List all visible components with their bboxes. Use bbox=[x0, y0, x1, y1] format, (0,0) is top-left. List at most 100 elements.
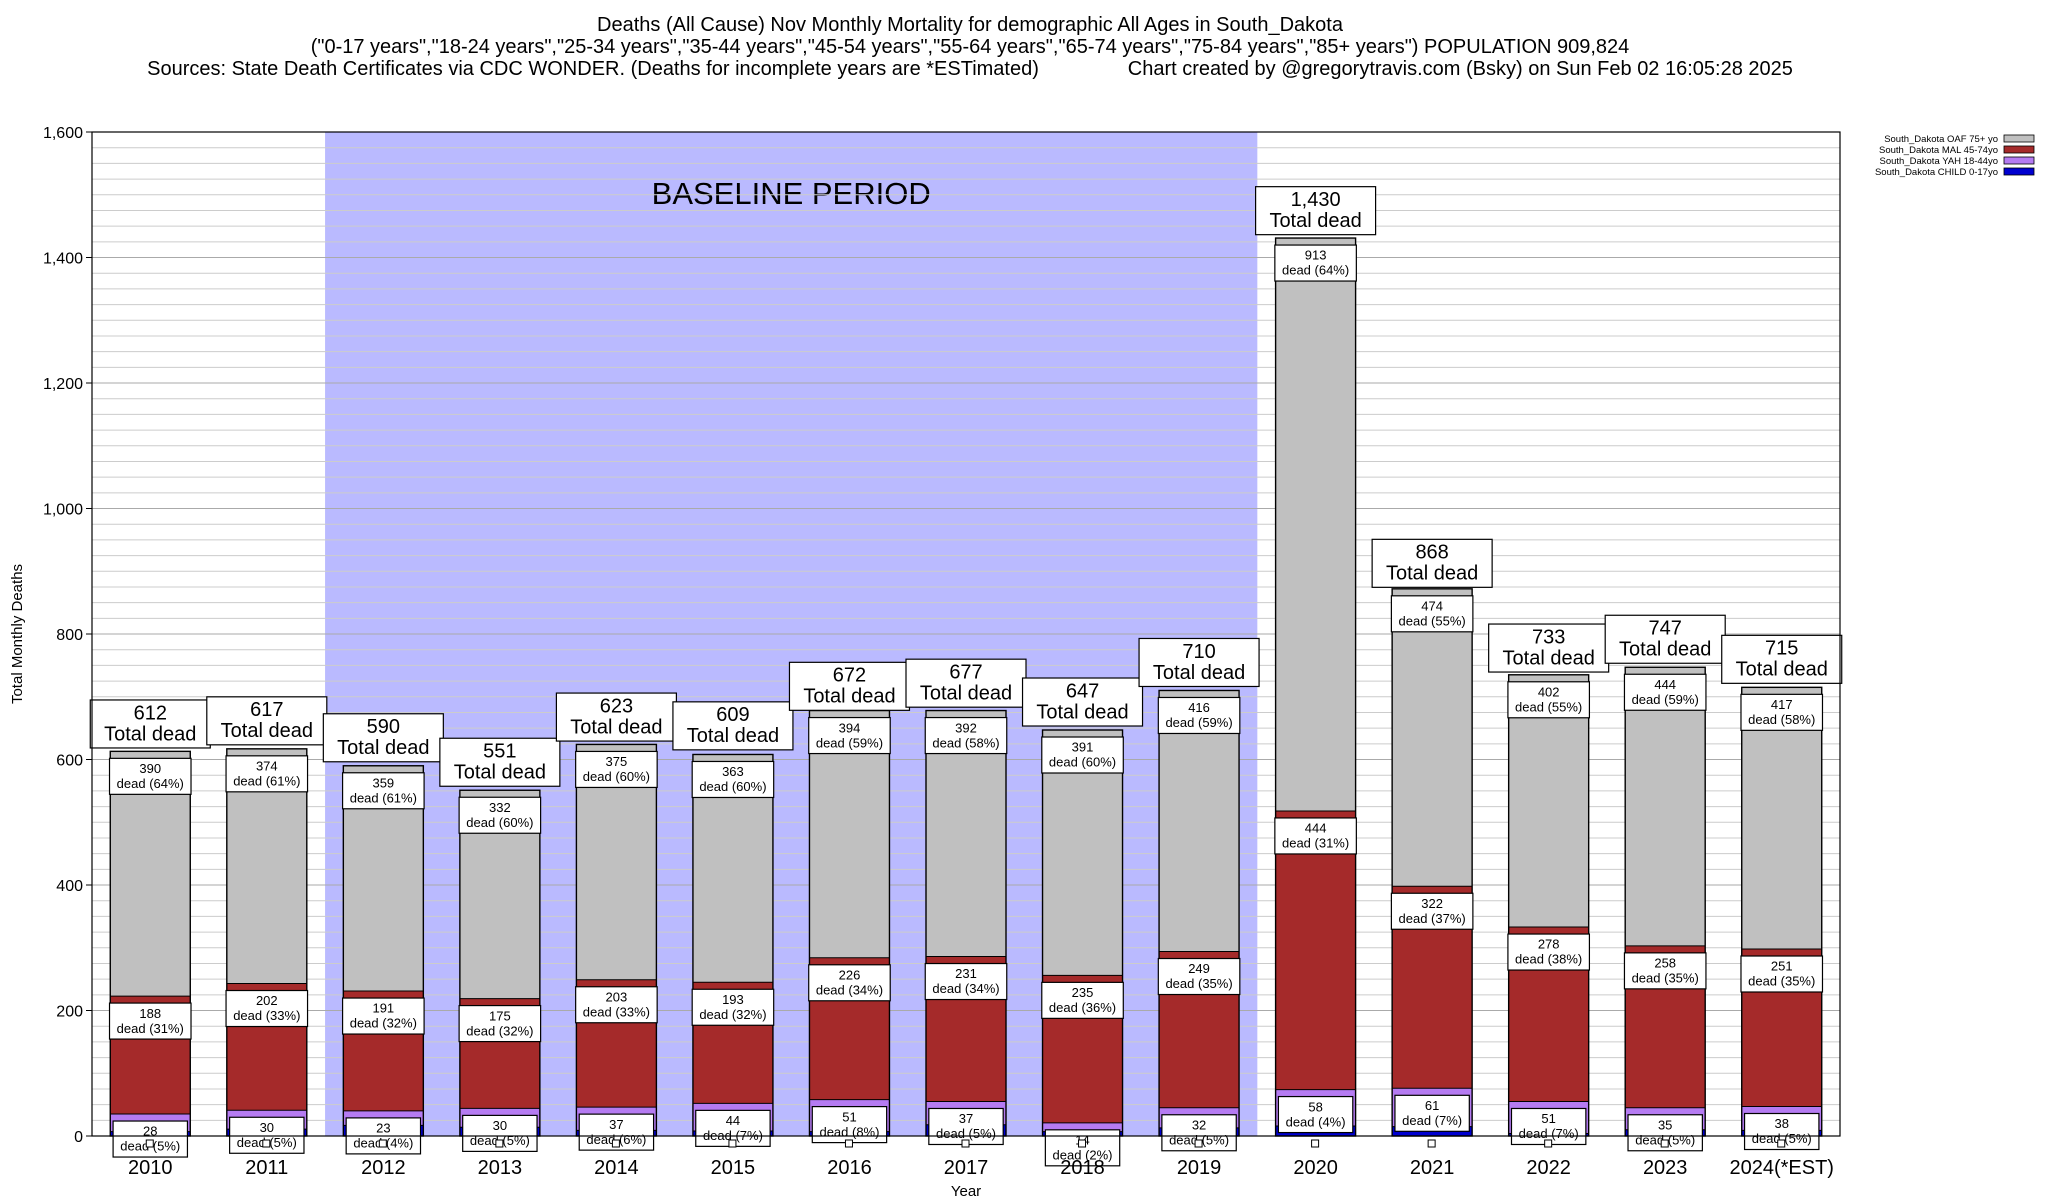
segment-label-text: dead (58%) bbox=[932, 735, 999, 750]
segment-label-text: dead (35%) bbox=[1748, 974, 1815, 989]
total-dead-label-box bbox=[89, 699, 211, 749]
segment-label-box bbox=[1394, 1094, 1470, 1132]
segment-label-box bbox=[1623, 952, 1707, 990]
baseline-period-label: BASELINE PERIOD bbox=[652, 176, 931, 211]
segment-label-box bbox=[108, 757, 192, 795]
segment-label-text: 32 bbox=[1192, 1117, 1206, 1132]
total-dead-label-text: 623 bbox=[600, 695, 633, 717]
total-dead-label-text: Total dead bbox=[1269, 210, 1361, 232]
total-dead-label-box bbox=[1604, 614, 1726, 664]
segment-label-text: 359 bbox=[372, 775, 394, 790]
x-tick-label: 2016 bbox=[827, 1157, 872, 1179]
segment-label-text: 35 bbox=[1658, 1117, 1672, 1132]
bar-segment bbox=[1275, 238, 1356, 811]
segment-label-text: 175 bbox=[489, 1008, 511, 1023]
y-tick-label: 1,400 bbox=[43, 251, 83, 268]
y-tick-label: 1,200 bbox=[43, 376, 83, 393]
segment-label-box bbox=[1041, 981, 1124, 1019]
segment-label-text: dead (37%) bbox=[1399, 911, 1466, 926]
segment-label-text: 37 bbox=[609, 1117, 623, 1132]
segment-label-text: dead (7%) bbox=[1519, 1126, 1579, 1141]
segment-label-text: dead (38%) bbox=[1515, 952, 1582, 967]
segment-label-box bbox=[1623, 673, 1707, 711]
legend-entry-label: South_Dakota OAF 75+ yo bbox=[1884, 134, 1998, 145]
segment-label-text: dead (64%) bbox=[117, 776, 184, 791]
total-dead-label-text: 612 bbox=[134, 702, 167, 724]
segment-label-box bbox=[108, 1002, 192, 1040]
total-dead-label-text: Total dead bbox=[221, 720, 313, 742]
x-tick-marker bbox=[1427, 1139, 1436, 1148]
total-dead-label-box bbox=[206, 696, 328, 746]
total-dead-label-box bbox=[439, 737, 561, 787]
total-dead-label-text: Total dead bbox=[803, 686, 895, 708]
x-tick-marker bbox=[1660, 1139, 1669, 1148]
segment-label-text: 193 bbox=[722, 992, 744, 1007]
x-tick-label: 2017 bbox=[944, 1157, 989, 1179]
x-tick-marker bbox=[262, 1139, 271, 1148]
segment-label-text: dead (60%) bbox=[1049, 755, 1116, 770]
x-tick-label: 2018 bbox=[1060, 1157, 1105, 1179]
total-dead-label-text: Total dead bbox=[1036, 701, 1128, 723]
segment-label-box bbox=[1507, 681, 1591, 719]
segment-label-text: 23 bbox=[376, 1121, 390, 1136]
chart-subtitle-age-groups: ("0-17 years","18-24 years","25-34 years… bbox=[310, 36, 1630, 58]
segment-label-text: dead (61%) bbox=[233, 774, 300, 789]
segment-label-text: dead (55%) bbox=[1515, 699, 1582, 714]
y-tick-label: 0 bbox=[74, 1129, 83, 1146]
segment-label-text: dead (5%) bbox=[1752, 1131, 1812, 1146]
segment-label-box bbox=[458, 796, 542, 834]
total-dead-label-box bbox=[555, 692, 678, 742]
x-tick-marker bbox=[378, 1139, 387, 1148]
x-tick-label: 2023 bbox=[1643, 1157, 1688, 1179]
total-dead-label-text: 590 bbox=[367, 716, 400, 738]
x-tick-marker bbox=[1078, 1139, 1087, 1148]
segment-label-text: 38 bbox=[1774, 1116, 1788, 1131]
total-dead-label-text: Total dead bbox=[1619, 639, 1711, 661]
total-dead-label-text: Total dead bbox=[687, 725, 779, 747]
segment-label-text: dead (59%) bbox=[816, 735, 883, 750]
y-tick-label: 1,000 bbox=[43, 502, 83, 519]
y-tick-label: 600 bbox=[56, 753, 83, 770]
segment-label-box bbox=[928, 1107, 1004, 1146]
x-tick-label: 2012 bbox=[361, 1157, 406, 1179]
total-dead-label-text: Total dead bbox=[1153, 662, 1245, 684]
bar-segment bbox=[1042, 1122, 1123, 1132]
segment-label-box bbox=[924, 716, 1008, 755]
segment-label-text: dead (59%) bbox=[1165, 715, 1232, 730]
segment-label-text: dead (36%) bbox=[1049, 1000, 1116, 1015]
total-dead-label-text: 551 bbox=[483, 741, 516, 763]
total-dead-label-text: Total dead bbox=[1503, 647, 1595, 669]
total-dead-label-box bbox=[1721, 634, 1843, 684]
y-tick-label: 800 bbox=[56, 627, 83, 644]
segment-label-text: 444 bbox=[1654, 677, 1676, 692]
segment-label-text: 394 bbox=[839, 720, 861, 735]
segment-label-text: 402 bbox=[1538, 684, 1560, 699]
x-tick-marker bbox=[611, 1139, 620, 1148]
x-tick-marker bbox=[1194, 1139, 1203, 1148]
x-tick-marker bbox=[728, 1139, 737, 1148]
segment-label-box bbox=[575, 750, 658, 789]
segment-label-box bbox=[1740, 693, 1824, 731]
total-dead-label-box bbox=[1371, 538, 1493, 588]
segment-label-text: 416 bbox=[1188, 700, 1210, 715]
segment-label-text: 374 bbox=[256, 759, 278, 774]
segment-label-box bbox=[1274, 817, 1357, 855]
total-dead-label-text: 733 bbox=[1532, 626, 1565, 648]
x-tick-marker bbox=[1777, 1139, 1786, 1148]
total-dead-label-text: 1,430 bbox=[1291, 189, 1341, 211]
segment-label-box bbox=[1274, 244, 1357, 282]
total-dead-label-text: 868 bbox=[1415, 542, 1448, 564]
segment-label-text: dead (60%) bbox=[466, 815, 533, 830]
total-dead-label-text: Total dead bbox=[570, 716, 662, 738]
segment-label-text: 390 bbox=[139, 761, 161, 776]
x-tick-label: 2019 bbox=[1177, 1157, 1222, 1179]
segment-label-text: 37 bbox=[959, 1111, 973, 1126]
segment-label-text: dead (35%) bbox=[1632, 971, 1699, 986]
segment-label-box bbox=[1740, 955, 1824, 993]
segment-label-text: dead (55%) bbox=[1399, 614, 1466, 629]
segment-label-box bbox=[1157, 957, 1241, 996]
segment-label-text: 231 bbox=[955, 966, 977, 981]
